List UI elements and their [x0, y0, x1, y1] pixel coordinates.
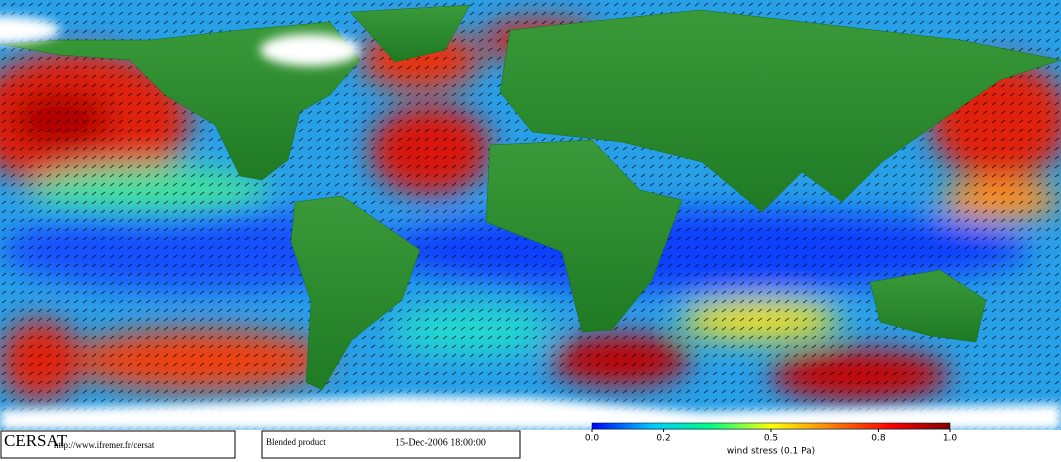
ice [0, 16, 1061, 430]
product-box [261, 430, 521, 459]
colorbar-ramp [591, 422, 951, 430]
colorbar-label: wind stress (0.1 Pa) [727, 447, 815, 457]
date: 15-Dec-2006 18:00:00 [395, 437, 486, 448]
colorbar-tick-label: 1.0 [943, 434, 958, 444]
colorbar-tick-label: 0.0 [585, 434, 600, 444]
land [0, 4, 1061, 391]
colorbar: 0.0 0.2 0.5 0.8 1.0 [585, 422, 958, 444]
colorbar-tick-label: 0.5 [764, 434, 778, 444]
colorbar-tick-label: 0.8 [871, 434, 886, 444]
url: http://www.ifremer.fr/cersat [54, 440, 155, 450]
product: Blended product [266, 437, 326, 447]
logo-box [0, 430, 236, 459]
logo: CERSAT [4, 431, 68, 450]
colorbar-tick-label: 0.2 [656, 434, 670, 444]
